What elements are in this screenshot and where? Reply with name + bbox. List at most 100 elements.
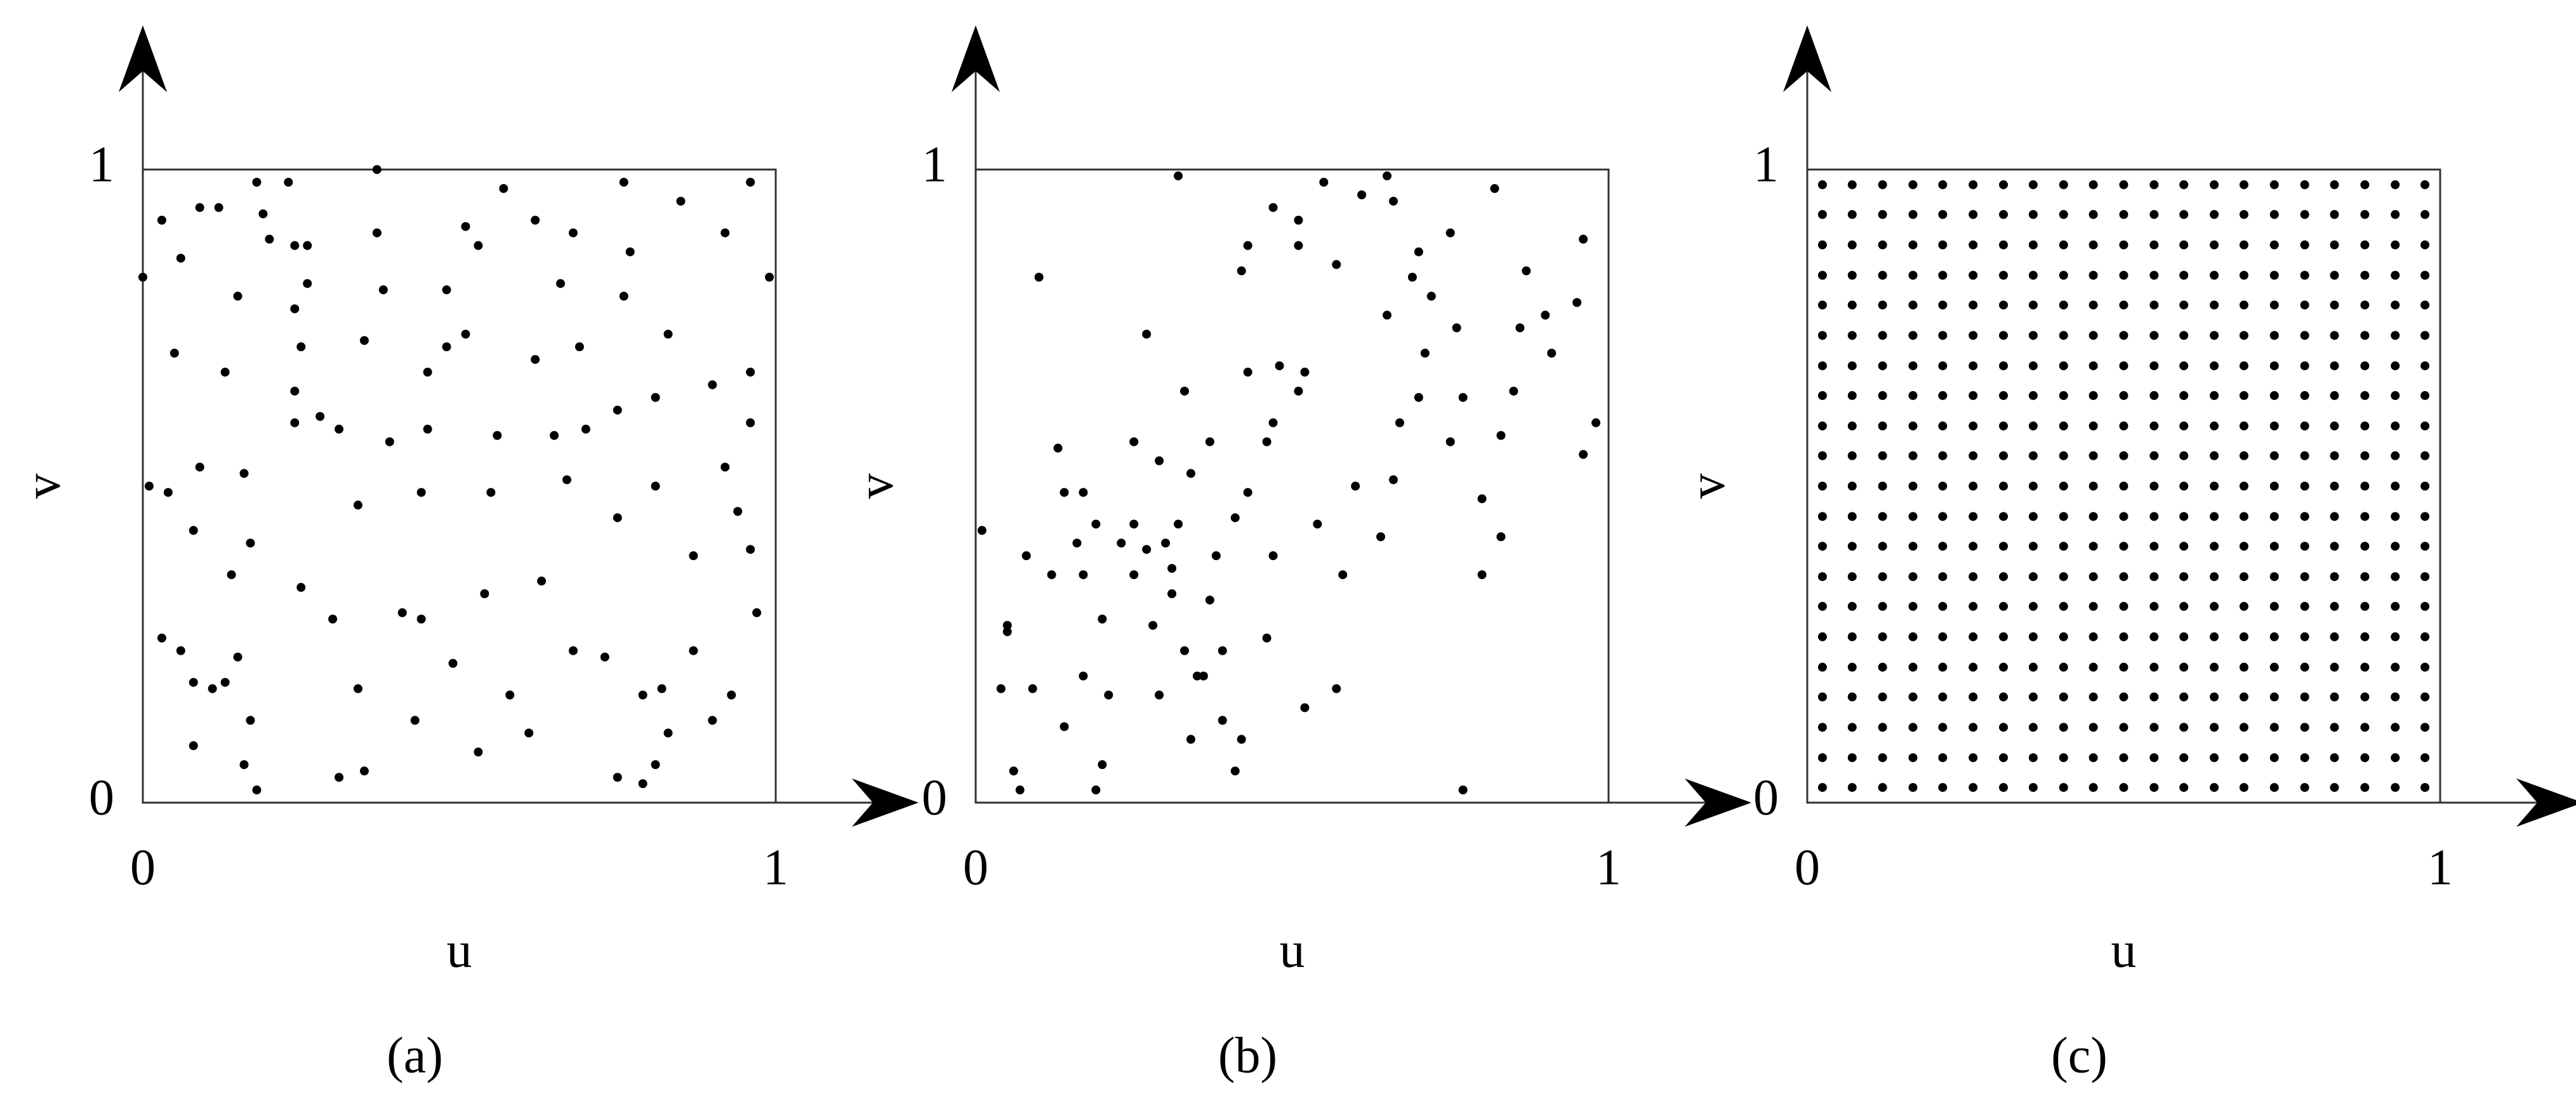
- data-point: [2210, 180, 2219, 189]
- data-point: [2179, 300, 2189, 310]
- data-point: [1878, 481, 1887, 491]
- data-point: [2149, 572, 2159, 582]
- data-point: [1142, 330, 1152, 339]
- data-point: [708, 716, 717, 725]
- data-point: [474, 241, 483, 250]
- data-point: [2360, 753, 2370, 763]
- data-point: [1938, 271, 1948, 280]
- data-point: [1938, 662, 1948, 672]
- data-point: [2300, 240, 2309, 250]
- data-point: [1969, 632, 1978, 641]
- data-point: [2239, 180, 2248, 189]
- data-point: [2028, 391, 2038, 400]
- data-point: [195, 462, 204, 472]
- data-point: [1155, 456, 1164, 465]
- data-point: [2179, 542, 2189, 551]
- data-point: [1445, 228, 1455, 237]
- data-point: [2119, 662, 2128, 672]
- data-point: [1938, 542, 1948, 551]
- data-point: [1522, 266, 1531, 276]
- data-point: [2360, 601, 2370, 611]
- data-point: [1817, 692, 1827, 702]
- data-point: [252, 785, 262, 795]
- data-point: [2269, 572, 2279, 582]
- data-point: [568, 228, 578, 237]
- data-point: [1243, 368, 1252, 377]
- data-point: [676, 196, 686, 206]
- data-point: [1908, 451, 1918, 460]
- data-point: [663, 330, 673, 339]
- data-point: [1999, 632, 2008, 641]
- data-point: [1002, 620, 1012, 630]
- data-point: [2028, 512, 2038, 521]
- data-point: [1237, 266, 1246, 276]
- data-point: [537, 577, 547, 586]
- data-point: [574, 342, 584, 352]
- data-point: [2300, 271, 2309, 280]
- data-point: [1969, 542, 1978, 551]
- data-point: [2179, 572, 2189, 582]
- data-point: [2300, 512, 2309, 521]
- data-point: [2149, 512, 2159, 521]
- data-point: [227, 570, 236, 580]
- data-point: [1847, 210, 1857, 219]
- data-point: [1878, 361, 1887, 371]
- data-point: [239, 760, 249, 770]
- data-point: [448, 658, 458, 668]
- data-point: [2330, 331, 2339, 340]
- x-tick-label: 0: [963, 839, 988, 895]
- data-point: [1847, 692, 1857, 702]
- data-point: [2300, 180, 2309, 189]
- data-point: [397, 608, 407, 617]
- data-point: [638, 779, 647, 789]
- data-point: [524, 728, 534, 738]
- data-point: [1878, 271, 1887, 280]
- data-point: [1908, 271, 1918, 280]
- data-point: [474, 747, 483, 757]
- data-point: [1938, 572, 1948, 582]
- data-point: [290, 386, 300, 396]
- data-point: [2179, 240, 2189, 250]
- data-point: [1817, 240, 1827, 250]
- data-point: [1999, 601, 2008, 611]
- data-point: [2300, 331, 2309, 340]
- data-point: [2059, 662, 2068, 672]
- data-point: [2059, 331, 2068, 340]
- data-point: [2149, 271, 2159, 280]
- data-point: [359, 766, 369, 776]
- data-point: [1186, 469, 1195, 478]
- data-point: [2330, 662, 2339, 672]
- data-point: [550, 431, 559, 440]
- data-point: [1969, 271, 1978, 280]
- data-point: [1079, 671, 1088, 681]
- data-point: [480, 589, 489, 598]
- data-point: [619, 291, 628, 301]
- data-point: [1969, 512, 1978, 521]
- data-point: [2360, 481, 2370, 491]
- data-point: [416, 488, 426, 497]
- data-point: [1218, 716, 1227, 725]
- data-point: [1817, 210, 1827, 219]
- data-point: [1817, 723, 1827, 732]
- data-point: [2330, 180, 2339, 189]
- data-point: [2210, 300, 2219, 310]
- data-point: [2239, 210, 2248, 219]
- data-point: [600, 652, 609, 662]
- data-point: [2420, 210, 2430, 219]
- data-point: [1294, 386, 1303, 396]
- data-point: [2239, 662, 2248, 672]
- data-point: [1243, 241, 1252, 250]
- y-tick-label: 1: [1753, 137, 1779, 192]
- data-point: [1117, 538, 1126, 548]
- data-point: [1180, 646, 1190, 655]
- data-point: [1999, 391, 2008, 400]
- data-point: [2391, 692, 2400, 702]
- data-point: [2119, 632, 2128, 641]
- data-point: [2179, 391, 2189, 400]
- data-point: [2239, 601, 2248, 611]
- data-point: [1142, 545, 1152, 554]
- data-point: [2088, 542, 2098, 551]
- data-point: [442, 342, 451, 352]
- x-axis-label: u: [447, 922, 472, 978]
